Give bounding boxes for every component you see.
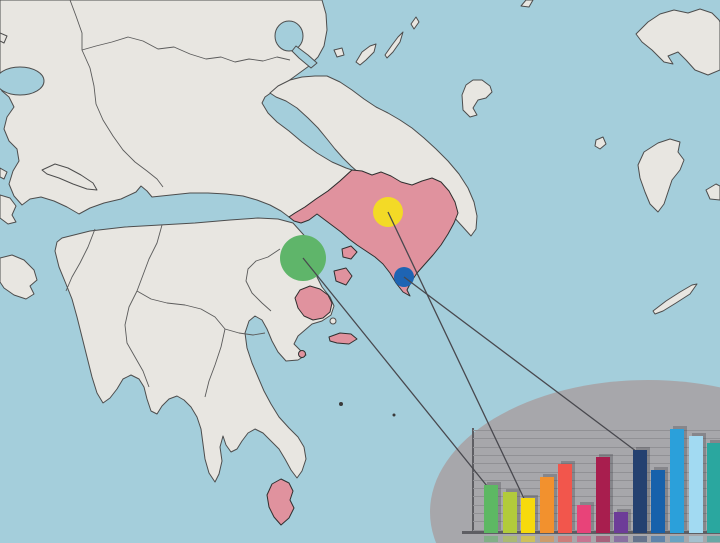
aetolia-peninsula	[41, 163, 98, 191]
gulf-channel	[291, 45, 318, 69]
mainland-greece	[0, 0, 353, 218]
bar-3[interactable]	[521, 498, 536, 533]
poros-islet	[329, 317, 337, 325]
bar-6[interactable]	[577, 505, 591, 533]
marker-yellow[interactable]	[373, 197, 403, 227]
elongated-islet	[652, 283, 698, 315]
bar-13[interactable]	[707, 443, 720, 533]
region-border-north-2	[81, 49, 164, 188]
region-border-north-1	[69, 0, 291, 63]
bar-7[interactable]	[595, 457, 610, 533]
bar-9[interactable]	[632, 450, 647, 533]
zakynthos-island	[0, 254, 38, 300]
small-islet-north	[410, 16, 420, 30]
falkonera-islet	[339, 402, 343, 406]
bar-12[interactable]	[688, 436, 703, 533]
salamina-island[interactable]	[341, 245, 358, 260]
kythira-island[interactable]	[266, 478, 295, 526]
islet-top	[520, 0, 534, 8]
bar-8[interactable]	[614, 512, 629, 533]
bar-2[interactable]	[502, 492, 517, 533]
bar-11[interactable]	[670, 429, 684, 533]
marker-green[interactable]	[280, 235, 326, 281]
ionian-islet	[0, 32, 8, 44]
region-border-pelop-4	[204, 328, 226, 398]
pagasetic-gulf	[274, 20, 304, 52]
psara-islet	[594, 136, 607, 150]
region-border-pelop-3	[136, 290, 266, 336]
skiathos-island	[333, 47, 345, 58]
lefkada-islet	[0, 167, 8, 180]
region-border-pelop-1	[65, 228, 96, 292]
region-border-pelop-6	[245, 248, 281, 312]
region-border-pelop-2	[136, 224, 163, 292]
bar-4[interactable]	[539, 477, 554, 533]
alonnisos-island	[384, 31, 404, 59]
bar-5[interactable]	[558, 464, 573, 533]
chios-island	[637, 138, 685, 213]
kefalonia-tip	[0, 194, 17, 225]
tiny-islet	[392, 413, 396, 417]
skyros-island	[461, 79, 493, 118]
spetses-island[interactable]	[298, 350, 306, 358]
bar-10[interactable]	[651, 470, 666, 533]
ambracian-gulf	[0, 66, 45, 96]
skopelos-island	[355, 43, 377, 66]
marker-blue[interactable]	[394, 267, 414, 287]
island-edge-fragment	[705, 183, 720, 201]
bar-1[interactable]	[484, 485, 498, 533]
region-border-pelop-5	[124, 290, 150, 388]
lesvos-island	[635, 8, 720, 76]
